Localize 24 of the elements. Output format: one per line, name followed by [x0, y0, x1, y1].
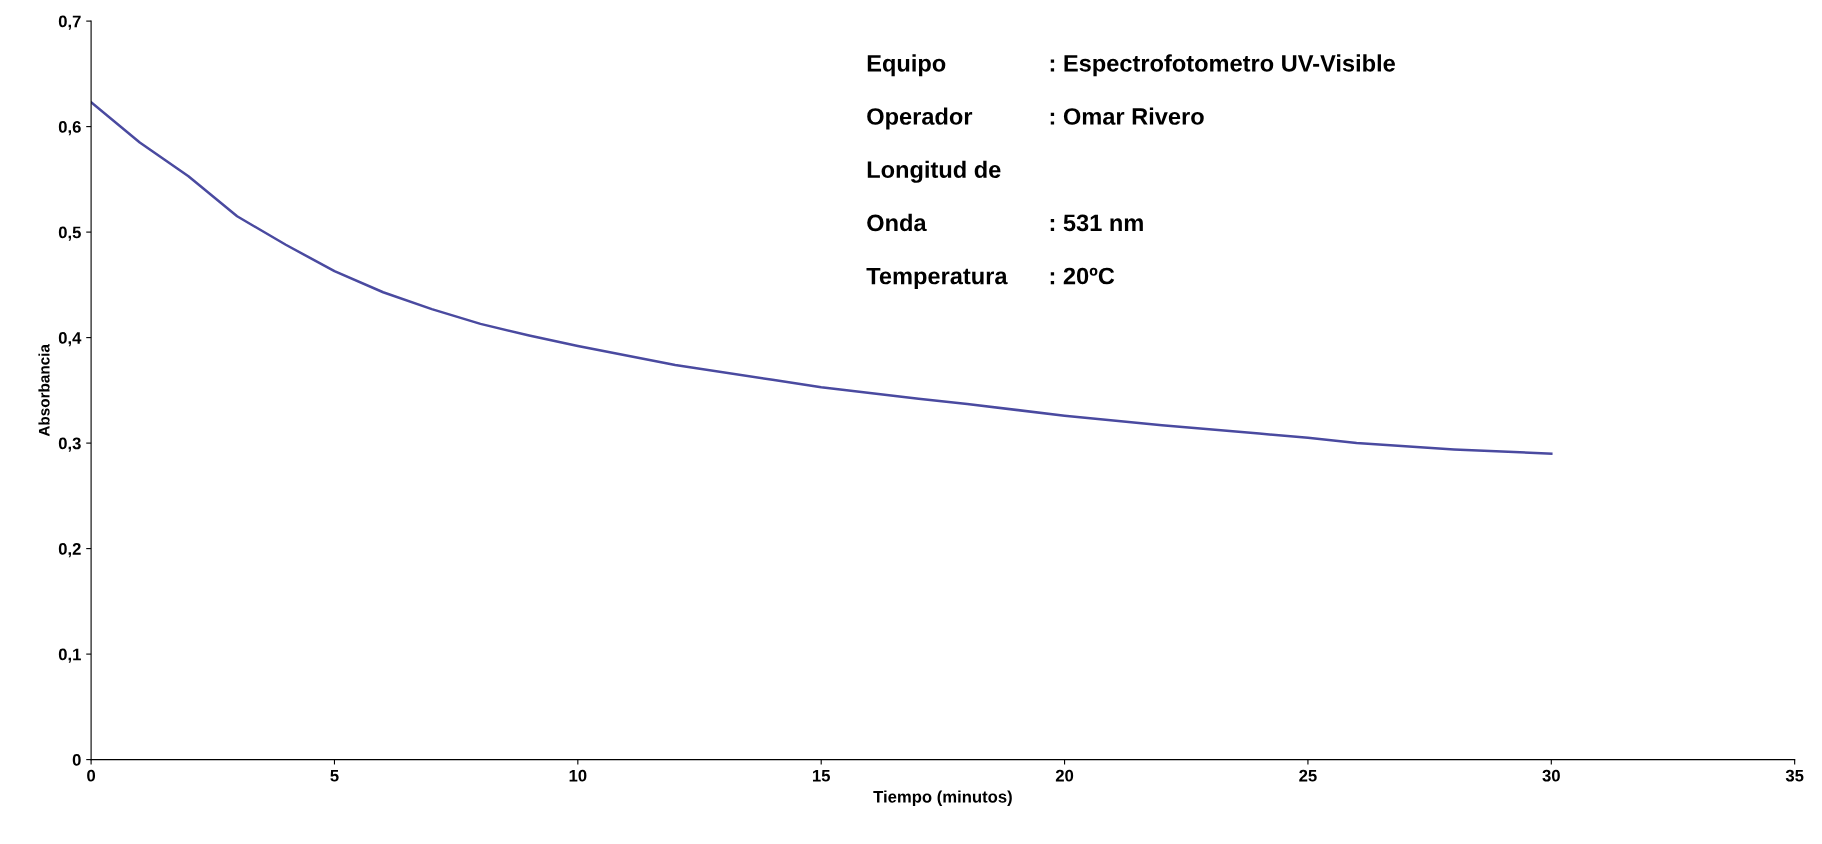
- x-tick-label: 15: [812, 769, 831, 782]
- x-tick-label: 5: [330, 769, 339, 782]
- x-tick-label: 25: [1299, 769, 1317, 782]
- text: Equipo : Espectrofotometro UV-Visible: [867, 54, 1395, 77]
- x-tick-label: 10: [569, 769, 587, 782]
- y-tick-label: 0: [72, 754, 81, 766]
- y-axis-title: Absorbancia: [38, 343, 50, 437]
- x-tick-label: 0: [87, 769, 96, 782]
- y-tick-label: 0,1: [58, 648, 81, 663]
- y-tick-label: 0,3: [58, 437, 81, 452]
- x-tick-label: 35: [1785, 769, 1804, 782]
- line-series: [91, 101, 1553, 455]
- text: Temperatura : 20ºC: [866, 267, 1115, 290]
- y-tick-label: 0,6: [58, 121, 81, 136]
- text: Operador : Omar Rivero: [867, 107, 1204, 130]
- x-axis-title: Tiempo (minutos): [873, 790, 1012, 806]
- y-tick-label: 0,7: [58, 15, 81, 30]
- annotation: Longitud de: [867, 160, 1001, 183]
- x-tick-label: 30: [1542, 769, 1560, 782]
- x-tick-label: 20: [1055, 769, 1074, 782]
- y-tick-label: 0,4: [58, 332, 82, 347]
- y-tick-label: 0,2: [58, 543, 81, 558]
- y-tick-label: 0,5: [58, 226, 81, 241]
- text: Onda : 531 nm: [867, 213, 1143, 232]
